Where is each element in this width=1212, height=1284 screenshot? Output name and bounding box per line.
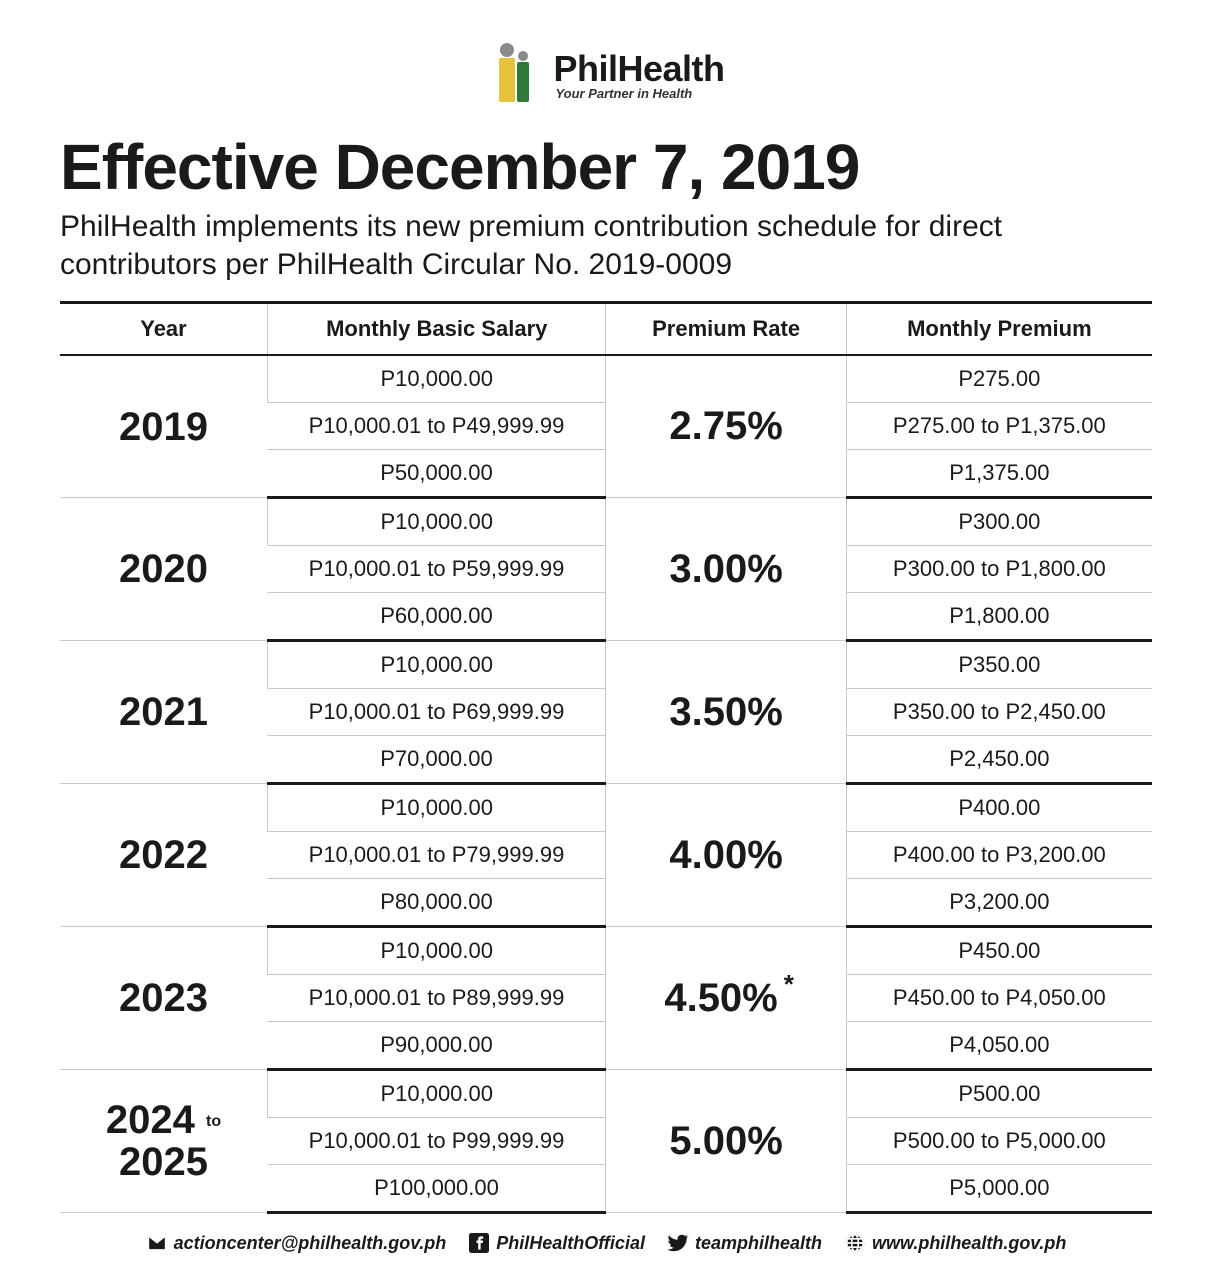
- year-value: 2024: [106, 1098, 195, 1142]
- page-headline: Effective December 7, 2019: [60, 130, 1152, 204]
- footer-email: actioncenter@philhealth.gov.ph: [146, 1232, 447, 1254]
- salary-cell: P10,000.01 to P59,999.99: [267, 546, 606, 593]
- premium-cell: P3,200.00: [846, 879, 1152, 927]
- contact-footer: actioncenter@philhealth.gov.ph PhilHealt…: [60, 1232, 1152, 1254]
- rate-cell: 4.00%: [606, 784, 846, 927]
- salary-cell: P60,000.00: [267, 593, 606, 641]
- rate-cell: 4.50%*: [606, 927, 846, 1070]
- premium-cell: P350.00: [846, 641, 1152, 689]
- premium-schedule-table: Year Monthly Basic Salary Premium Rate M…: [60, 301, 1152, 1214]
- footer-facebook-text: PhilHealthOfficial: [496, 1233, 645, 1254]
- asterisk-icon: *: [784, 969, 794, 999]
- table-row: 2023P10,000.004.50%*P450.00: [60, 927, 1152, 975]
- salary-cell: P10,000.00: [267, 1070, 606, 1118]
- premium-cell: P5,000.00: [846, 1165, 1152, 1213]
- year-cell: 2019: [60, 355, 267, 498]
- footer-email-text: actioncenter@philhealth.gov.ph: [174, 1233, 447, 1254]
- facebook-icon: [468, 1232, 490, 1254]
- col-salary: Monthly Basic Salary: [267, 303, 606, 356]
- rate-value: 4.50%: [664, 976, 777, 1020]
- table-row: 2022P10,000.004.00%P400.00: [60, 784, 1152, 832]
- col-rate: Premium Rate: [606, 303, 846, 356]
- rate-value: 5.00%: [669, 1119, 782, 1163]
- premium-cell: P300.00 to P1,800.00: [846, 546, 1152, 593]
- col-year: Year: [60, 303, 267, 356]
- footer-website: www.philhealth.gov.ph: [844, 1232, 1066, 1254]
- premium-cell: P275.00 to P1,375.00: [846, 403, 1152, 450]
- salary-cell: P10,000.01 to P79,999.99: [267, 832, 606, 879]
- salary-cell: P10,000.00: [267, 784, 606, 832]
- logo-text: PhilHealth Your Partner in Health: [553, 51, 724, 100]
- table-row: 2020P10,000.003.00%P300.00: [60, 498, 1152, 546]
- footer-twitter: teamphilhealth: [667, 1232, 822, 1254]
- premium-cell: P300.00: [846, 498, 1152, 546]
- salary-cell: P10,000.01 to P49,999.99: [267, 403, 606, 450]
- year-value-2: 2025: [119, 1140, 208, 1184]
- premium-cell: P1,375.00: [846, 450, 1152, 498]
- premium-cell: P275.00: [846, 355, 1152, 403]
- year-cell: 2021: [60, 641, 267, 784]
- table-row: 2024 to2025P10,000.005.00%P500.00: [60, 1070, 1152, 1118]
- col-premium: Monthly Premium: [846, 303, 1152, 356]
- premium-cell: P500.00: [846, 1070, 1152, 1118]
- rate-cell: 3.00%: [606, 498, 846, 641]
- footer-twitter-text: teamphilhealth: [695, 1233, 822, 1254]
- premium-cell: P450.00 to P4,050.00: [846, 975, 1152, 1022]
- philhealth-logo-icon: [487, 40, 547, 110]
- salary-cell: P10,000.01 to P89,999.99: [267, 975, 606, 1022]
- footer-website-text: www.philhealth.gov.ph: [872, 1233, 1066, 1254]
- table-header-row: Year Monthly Basic Salary Premium Rate M…: [60, 303, 1152, 356]
- salary-cell: P10,000.00: [267, 355, 606, 403]
- page-subhead: PhilHealth implements its new premium co…: [60, 208, 1152, 283]
- salary-cell: P10,000.00: [267, 927, 606, 975]
- salary-cell: P100,000.00: [267, 1165, 606, 1213]
- salary-cell: P10,000.01 to P69,999.99: [267, 689, 606, 736]
- table-row: 2021P10,000.003.50%P350.00: [60, 641, 1152, 689]
- brand-name: PhilHealth: [553, 51, 724, 87]
- year-cell: 2020: [60, 498, 267, 641]
- rate-value: 4.00%: [669, 833, 782, 877]
- rate-cell: 2.75%: [606, 355, 846, 498]
- premium-cell: P1,800.00: [846, 593, 1152, 641]
- premium-cell: P350.00 to P2,450.00: [846, 689, 1152, 736]
- premium-cell: P500.00 to P5,000.00: [846, 1118, 1152, 1165]
- salary-cell: P10,000.00: [267, 498, 606, 546]
- rate-cell: 5.00%: [606, 1070, 846, 1213]
- email-icon: [146, 1232, 168, 1254]
- rate-cell: 3.50%: [606, 641, 846, 784]
- rate-value: 3.00%: [669, 547, 782, 591]
- brand-tagline: Your Partner in Health: [555, 87, 724, 100]
- twitter-icon: [667, 1232, 689, 1254]
- table-row: 2019P10,000.002.75%P275.00: [60, 355, 1152, 403]
- year-cell: 2024 to 2025: [60, 1070, 267, 1213]
- rate-value: 3.50%: [669, 690, 782, 734]
- salary-cell: P50,000.00: [267, 450, 606, 498]
- year-cell: 2023: [60, 927, 267, 1070]
- salary-cell: P80,000.00: [267, 879, 606, 927]
- premium-cell: P2,450.00: [846, 736, 1152, 784]
- salary-cell: P70,000.00: [267, 736, 606, 784]
- premium-cell: P400.00 to P3,200.00: [846, 832, 1152, 879]
- globe-icon: [844, 1232, 866, 1254]
- salary-cell: P90,000.00: [267, 1022, 606, 1070]
- footer-facebook: PhilHealthOfficial: [468, 1232, 645, 1254]
- year-to-label: to: [206, 1113, 221, 1130]
- premium-cell: P400.00: [846, 784, 1152, 832]
- year-cell: 2022: [60, 784, 267, 927]
- logo-block: PhilHealth Your Partner in Health: [60, 40, 1152, 110]
- salary-cell: P10,000.01 to P99,999.99: [267, 1118, 606, 1165]
- salary-cell: P10,000.00: [267, 641, 606, 689]
- rate-value: 2.75%: [669, 404, 782, 448]
- premium-cell: P4,050.00: [846, 1022, 1152, 1070]
- premium-cell: P450.00: [846, 927, 1152, 975]
